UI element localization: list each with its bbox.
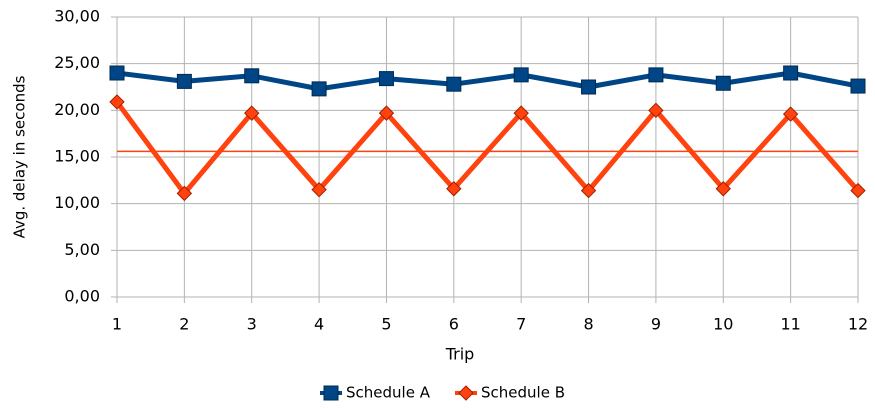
y-tick-label: 20,00	[54, 100, 100, 119]
data-point	[109, 65, 125, 81]
x-tick-label: 7	[516, 315, 526, 334]
x-tick-label: 8	[583, 315, 593, 334]
legend-marker	[458, 385, 474, 401]
data-point	[311, 81, 327, 97]
x-tick-label: 9	[651, 315, 661, 334]
data-point	[446, 181, 462, 197]
y-tick-label: 25,00	[54, 53, 100, 72]
data-point	[648, 67, 664, 83]
y-tick-label: 5,00	[64, 240, 100, 259]
x-tick-label: 11	[780, 315, 800, 334]
data-point	[109, 94, 125, 110]
legend-marker	[323, 385, 339, 401]
x-tick-label: 5	[381, 315, 391, 334]
data-point	[715, 75, 731, 91]
data-point	[244, 68, 260, 84]
data-point	[176, 73, 192, 89]
y-tick-label: 0,00	[64, 287, 100, 306]
data-point	[513, 105, 529, 121]
data-point	[648, 102, 664, 119]
legend-label: Schedule A	[346, 384, 431, 402]
data-point	[783, 65, 799, 81]
data-point	[378, 71, 394, 87]
y-tick-label: 10,00	[54, 193, 100, 212]
x-axis-title: Trip	[445, 345, 475, 364]
y-axis-title: Avg. delay in seconds	[11, 75, 29, 238]
x-tick-label: 2	[179, 315, 189, 334]
data-point	[850, 78, 866, 94]
data-point	[176, 185, 193, 202]
x-tick-label: 3	[247, 315, 257, 334]
x-tick-label: 6	[449, 315, 459, 334]
series-line	[114, 100, 860, 196]
data-point	[850, 182, 866, 199]
data-point	[715, 181, 731, 197]
x-tick-label: 4	[314, 315, 324, 334]
y-tick-label: 15,00	[54, 147, 100, 166]
x-tick-label: 12	[848, 315, 868, 334]
y-tick-label: 30,00	[54, 7, 100, 26]
x-tick-label: 10	[713, 315, 733, 334]
data-point	[311, 181, 327, 198]
data-point	[378, 105, 395, 121]
data-point	[581, 79, 597, 95]
data-point	[513, 67, 529, 83]
series-line	[116, 70, 859, 92]
data-point	[580, 182, 597, 199]
legend-label: Schedule B	[481, 384, 565, 402]
x-tick-label: 1	[112, 315, 122, 334]
data-point	[782, 106, 799, 122]
data-point	[244, 105, 260, 121]
data-point	[446, 76, 462, 92]
